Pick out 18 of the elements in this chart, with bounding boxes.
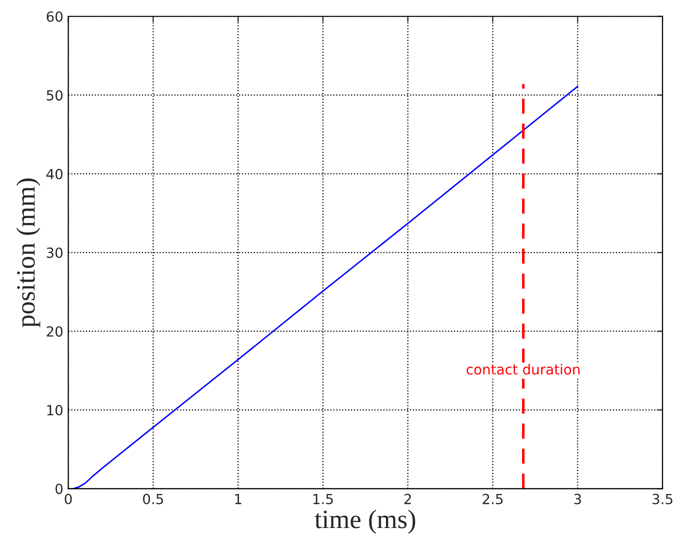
y-tick-label: 40 [46, 168, 63, 180]
x-tick-label: 3.5 [652, 494, 672, 504]
x-tick-label: 1.5 [313, 494, 333, 504]
x-tick-label: 0.5 [143, 494, 164, 504]
y-tick-label: 0 [56, 484, 63, 494]
x-tick-label: 0 [64, 494, 72, 504]
y-tick-label: 20 [46, 326, 63, 337]
x-tick-label: 2.5 [482, 494, 503, 504]
y-axis-title: position (mm) [16, 178, 40, 328]
y-tick-label: 10 [47, 404, 63, 416]
x-tick-label: 2 [404, 494, 411, 504]
x-tick-label: 3 [574, 494, 581, 504]
x-tick-label: 1 [235, 494, 242, 504]
y-tick-label: 60 [46, 11, 63, 22]
x-axis-title: time (ms) [314, 510, 416, 534]
annotation: contact duration [466, 364, 580, 375]
y-tick-label: 50 [46, 90, 63, 101]
y-tick-label: 30 [46, 247, 63, 258]
